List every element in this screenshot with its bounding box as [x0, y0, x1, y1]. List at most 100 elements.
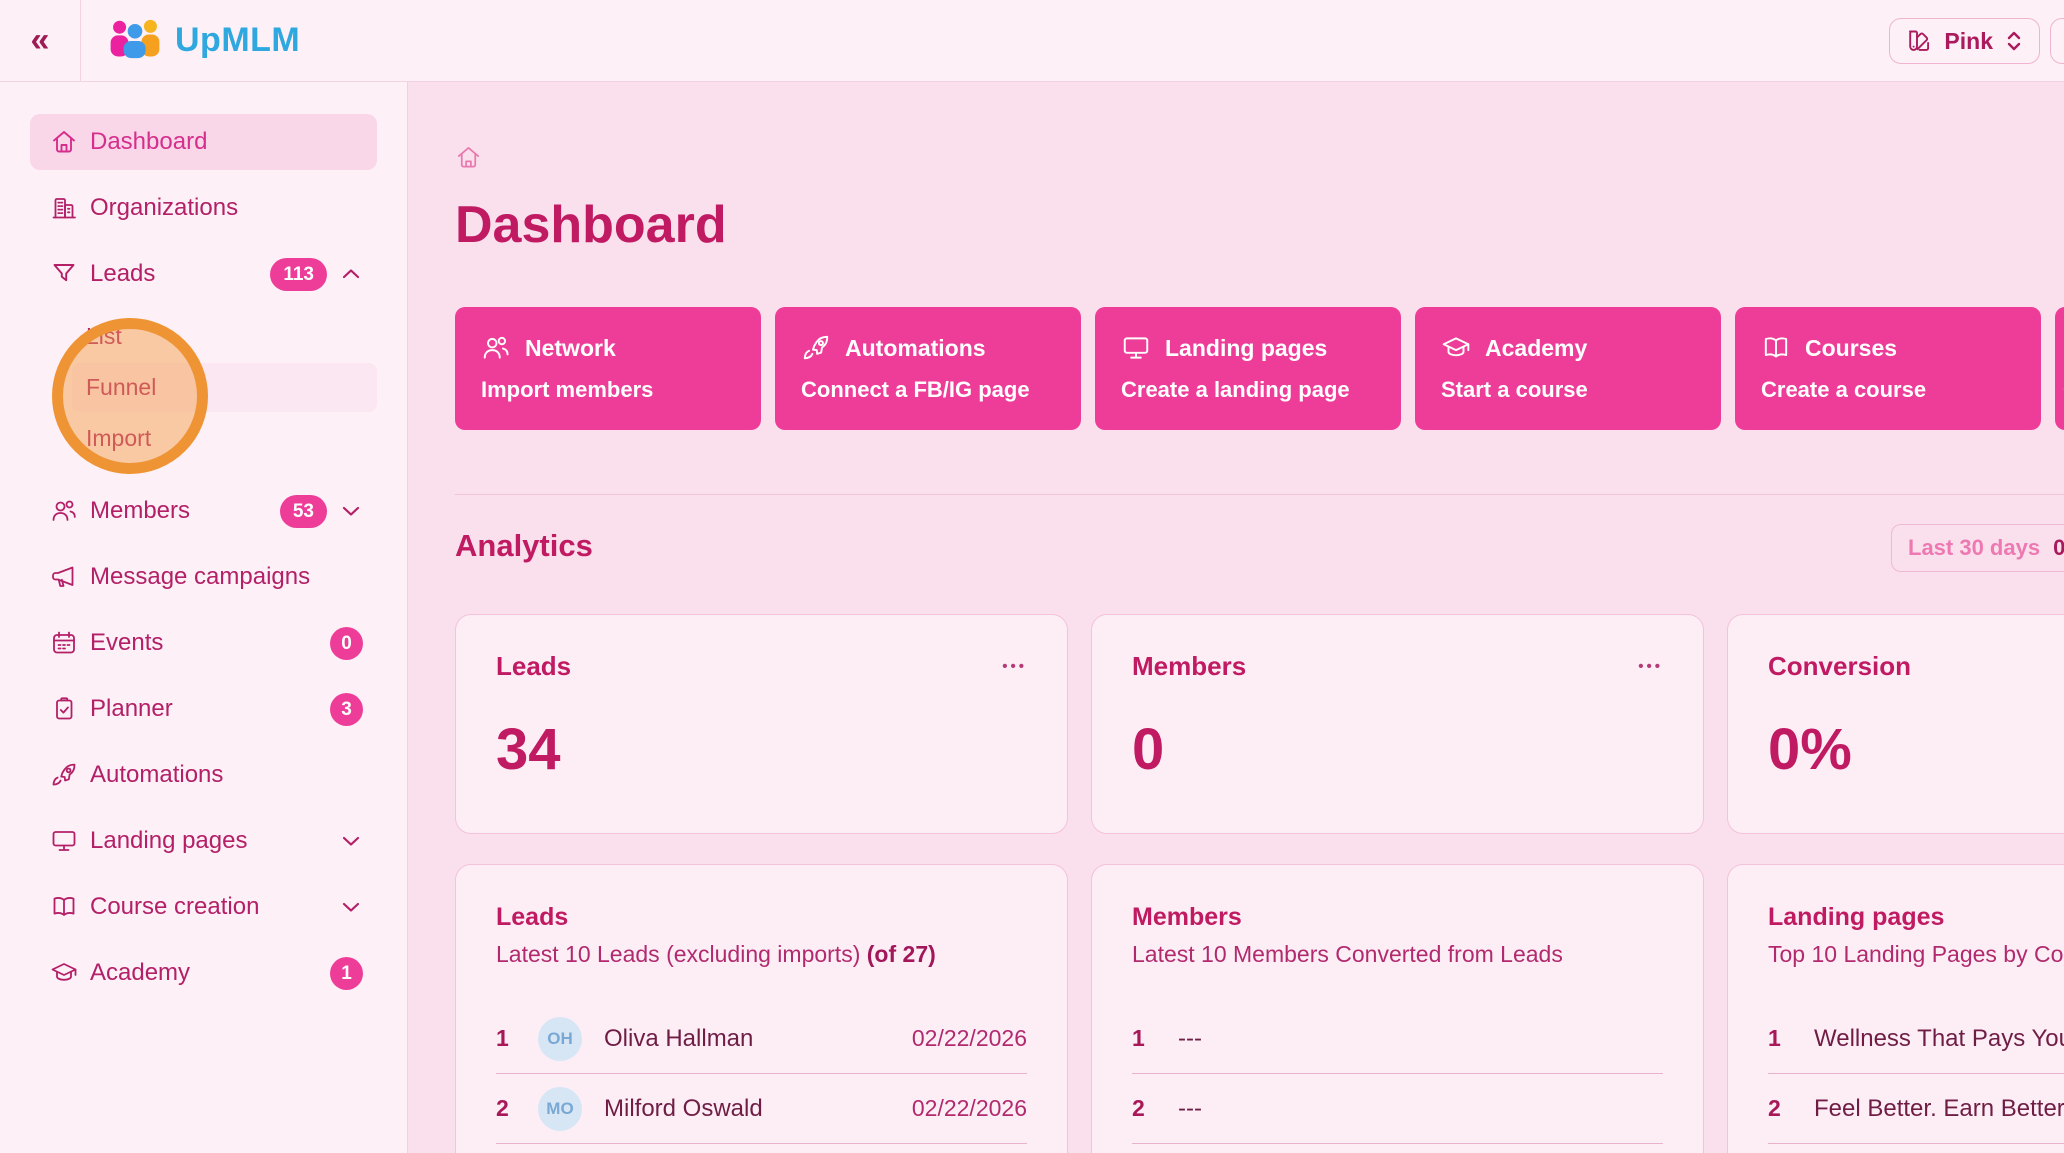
lead-row[interactable]: 2 MO Milford Oswald 02/22/2026: [496, 1074, 1027, 1144]
date-range-value: 01/2: [2053, 535, 2064, 560]
quick-action-card-automations[interactable]: Automations Connect a FB/IG page: [775, 307, 1081, 430]
sidebar-item-course-creation[interactable]: Course creation: [30, 879, 377, 935]
sidebar-label: Automations: [90, 761, 224, 788]
sidebar-collapse-button[interactable]: «: [30, 21, 50, 59]
lead-row[interactable]: 1 OH Oliva Hallman 02/22/2026: [496, 1004, 1027, 1074]
lists-row: Leads Latest 10 Leads (excluding imports…: [455, 864, 2064, 1153]
topbar: « UpMLM Pink: [0, 0, 2064, 82]
list-title: Leads: [496, 903, 569, 931]
date-range-label: Last 30 days: [1908, 535, 2041, 560]
brand-name: UpMLM: [175, 21, 301, 59]
sidebar-label: Dashboard: [90, 128, 208, 155]
list-subtitle-text: Latest 10 Members Converted from Leads: [1132, 941, 1563, 967]
sidebar-label: Organizations: [90, 194, 239, 221]
topbar-divider: [80, 0, 81, 82]
swatchbook-icon: [1905, 27, 1933, 55]
clipboard-check-icon: [50, 695, 78, 723]
sidebar-item-leads[interactable]: Leads 113: [30, 246, 377, 302]
stat-value: 0%: [1768, 717, 1852, 782]
sidebar-item-automations[interactable]: Automations: [30, 747, 377, 803]
sidebar-label: Planner: [90, 695, 173, 722]
member-row[interactable]: 1 ---: [1132, 1004, 1663, 1074]
landing-page-row[interactable]: 1 Wellness That Pays You Back: [1768, 1004, 2064, 1074]
stat-title: Leads: [496, 651, 572, 681]
submenu-label: Funnel: [86, 374, 157, 400]
submenu-label: Import: [86, 425, 152, 451]
qa-action: Create a course: [1761, 377, 1927, 402]
qa-action: Import members: [481, 377, 654, 402]
sidebar-label: Message campaigns: [90, 563, 311, 590]
list-subtitle-text: Top 10 Landing Pages by Conversion: [1768, 941, 2064, 967]
analytics-heading: Analytics: [455, 528, 593, 563]
theme-selector-button[interactable]: Pink: [1889, 18, 2040, 64]
ellipsis-menu-icon[interactable]: •••: [1002, 658, 1027, 675]
row-index: 1: [1768, 1025, 1781, 1051]
academy-count-badge: 1: [330, 956, 363, 990]
list-subtitle: Latest 10 Leads (excluding imports) (of …: [496, 941, 1027, 968]
monitor-icon: [1121, 333, 1151, 363]
stats-row: Leads ••• 34 Members ••• 0 Conversion 0%: [455, 614, 2064, 834]
list-subtitle: Latest 10 Members Converted from Leads: [1132, 941, 1663, 968]
list-subtitle-text: Latest 10 Leads (excluding imports): [496, 941, 867, 967]
sidebar-label: Academy: [90, 959, 191, 986]
submenu-item-funnel[interactable]: Funnel: [72, 363, 377, 412]
list-card-leads: Leads Latest 10 Leads (excluding imports…: [455, 864, 1068, 1153]
users-icon: [481, 333, 511, 363]
quick-action-card-courses[interactable]: Courses Create a course: [1735, 307, 2041, 430]
submenu-item-import[interactable]: Import: [72, 414, 377, 463]
people-logo-icon: [109, 18, 161, 64]
rocket-icon: [50, 761, 78, 789]
sidebar-item-organizations[interactable]: Organizations: [30, 180, 377, 236]
qa-title: Network: [525, 334, 616, 361]
events-count-badge: 0: [330, 626, 363, 660]
sidebar-item-landing-pages[interactable]: Landing pages: [30, 813, 377, 869]
sidebar-item-dashboard[interactable]: Dashboard: [30, 114, 377, 170]
quick-action-card-partial[interactable]: C: [2055, 307, 2064, 430]
submenu-item-list[interactable]: List: [72, 312, 377, 361]
row-index: 1: [496, 1025, 509, 1051]
sidebar-label: Events: [90, 629, 164, 656]
sidebar-item-events[interactable]: Events 0: [30, 615, 377, 671]
leads-submenu: List Funnel Import: [0, 312, 407, 463]
quick-action-card-network[interactable]: Network Import members: [455, 307, 761, 430]
sidebar-item-planner[interactable]: Planner 3: [30, 681, 377, 737]
row-index: 1: [1132, 1025, 1145, 1051]
funnel-icon: [50, 260, 78, 288]
leads-count-badge: 113: [270, 257, 327, 291]
topbar-partial-button[interactable]: [2050, 18, 2064, 64]
row-name: Milford Oswald: [604, 1094, 763, 1122]
quick-action-card-academy[interactable]: Academy Start a course: [1415, 307, 1721, 430]
theme-label: Pink: [1944, 27, 1993, 54]
qa-title: Automations: [845, 334, 986, 361]
sidebar-label: Course creation: [90, 893, 260, 920]
stat-card-conversion: Conversion 0%: [1727, 614, 2064, 834]
qa-title: Landing pages: [1165, 334, 1328, 361]
section-divider: [455, 494, 2064, 495]
analytics-header: Analytics Last 30 days 01/2: [455, 524, 2064, 578]
member-row[interactable]: 2 ---: [1132, 1074, 1663, 1144]
landing-page-row[interactable]: 2 Feel Better. Earn Better.: [1768, 1074, 2064, 1144]
book-icon: [50, 893, 78, 921]
row-index: 2: [1132, 1095, 1145, 1121]
sidebar-label: Leads: [90, 260, 156, 287]
date-range-chip[interactable]: Last 30 days 01/2: [1891, 524, 2064, 572]
list-title: Members: [1132, 903, 1242, 931]
app-logo[interactable]: UpMLM: [109, 18, 300, 64]
sidebar-label: Landing pages: [90, 827, 248, 854]
row-name: ---: [1178, 1094, 1202, 1122]
stat-title: Conversion: [1768, 651, 1912, 681]
sidebar-item-members[interactable]: Members 53: [30, 483, 377, 539]
sidebar-item-message-campaigns[interactable]: Message campaigns: [30, 549, 377, 605]
ellipsis-menu-icon[interactable]: •••: [1638, 658, 1663, 675]
row-name: Oliva Hallman: [604, 1024, 754, 1052]
list-subtitle: Top 10 Landing Pages by Conversion: [1768, 941, 2064, 968]
sidebar-item-academy[interactable]: Academy 1: [30, 945, 377, 1001]
breadcrumb-home-icon[interactable]: [455, 144, 482, 171]
row-index: 2: [496, 1095, 509, 1121]
list-card-landing-pages: Landing pages Top 10 Landing Pages by Co…: [1727, 864, 2064, 1153]
users-icon: [50, 497, 78, 525]
quick-action-card-landing-pages[interactable]: Landing pages Create a landing page: [1095, 307, 1401, 430]
stat-title: Members: [1132, 651, 1247, 681]
row-index: 2: [1768, 1095, 1781, 1121]
